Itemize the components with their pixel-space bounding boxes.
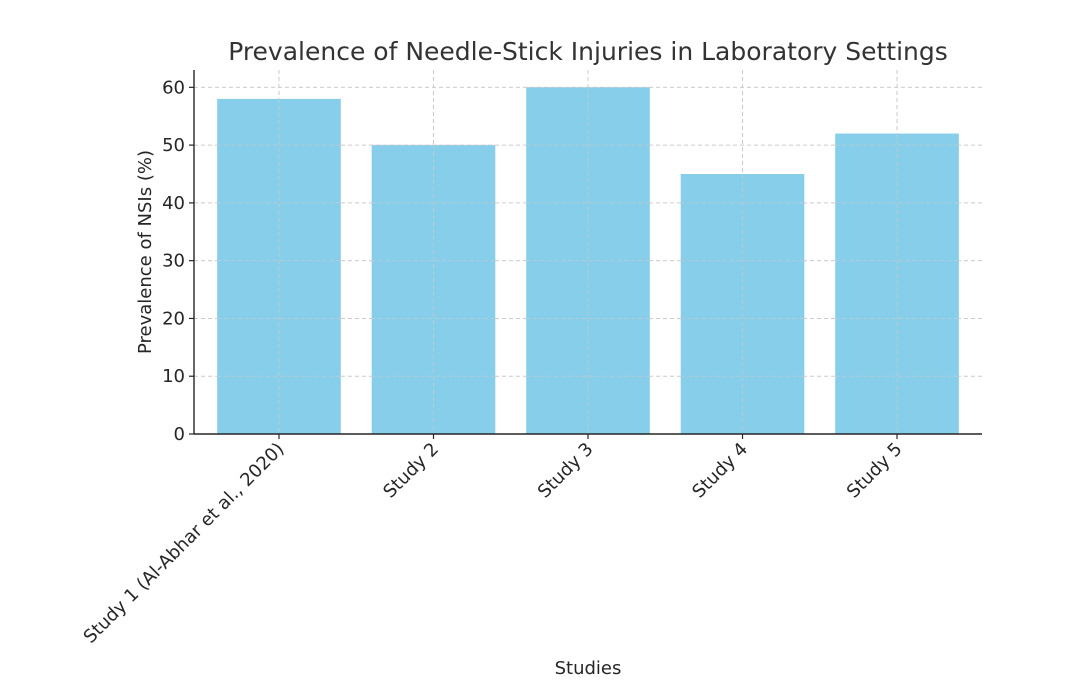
y-tick-label: 40 xyxy=(162,193,185,214)
y-axis-label: Prevalence of NSIs (%) xyxy=(135,150,156,354)
chart-title: Prevalence of Needle-Stick Injuries in L… xyxy=(228,37,948,66)
bars xyxy=(217,86,959,435)
y-tick-label: 30 xyxy=(162,251,185,272)
y-ticks: 0 10 20 30 40 50 60 xyxy=(162,77,194,445)
x-ticks: Study 1 (Al-Abhar et al., 2020) Study 2 St… xyxy=(80,434,907,648)
x-tick-label: Study 5 xyxy=(843,439,907,503)
x-tick-label: Study 1 (Al-Abhar et al., 2020) xyxy=(80,439,289,648)
y-tick-label: 20 xyxy=(162,308,185,329)
x-tick-label: Study 4 xyxy=(688,439,752,503)
x-tick-label: Study 2 xyxy=(379,439,443,503)
y-tick-label: 0 xyxy=(174,424,185,445)
x-tick-label: Study 3 xyxy=(534,439,598,503)
y-tick-label: 50 xyxy=(162,135,185,156)
y-tick-label: 10 xyxy=(162,366,185,387)
bar-1 xyxy=(217,98,341,434)
x-axis-label: Studies xyxy=(555,658,622,679)
y-tick-label: 60 xyxy=(162,77,185,98)
